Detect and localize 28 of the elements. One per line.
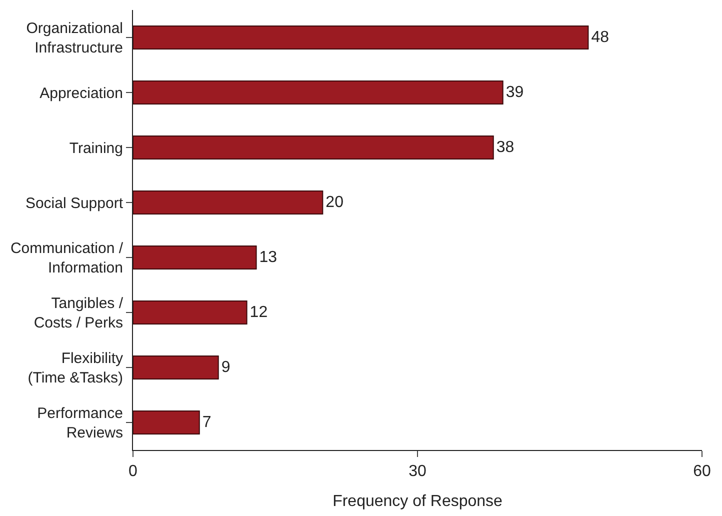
x-tick-label: 60 xyxy=(693,463,711,480)
data-label: 20 xyxy=(326,194,344,211)
data-label: 39 xyxy=(506,84,524,101)
y-tick-label: Appreciation xyxy=(40,84,123,102)
bar xyxy=(133,245,257,270)
bar xyxy=(133,410,200,435)
bar xyxy=(133,25,589,50)
bar xyxy=(133,80,504,105)
bar xyxy=(133,135,494,160)
y-tick-label: Tangibles / Costs / Perks xyxy=(34,295,124,332)
data-label: 38 xyxy=(496,139,514,156)
data-label: 12 xyxy=(250,304,268,321)
x-tick-label: 0 xyxy=(128,463,138,480)
bar xyxy=(133,190,324,215)
bar xyxy=(133,355,219,380)
data-label: 7 xyxy=(202,414,212,431)
y-tick-label: Performance Reviews xyxy=(37,405,123,442)
x-axis-title: Frequency of Response xyxy=(332,492,503,510)
y-tick-label: Flexibility (Time &Tasks) xyxy=(28,350,124,386)
x-tick-label: 30 xyxy=(408,463,426,480)
data-label: 9 xyxy=(221,359,230,376)
y-tick-label: Training xyxy=(69,140,123,157)
bar xyxy=(133,300,248,325)
y-tick-label: Social Support xyxy=(25,194,124,212)
y-tick-label: Organizational Infrastructure xyxy=(26,20,123,56)
y-tick-label: Communication / Information xyxy=(10,240,124,276)
data-label: 48 xyxy=(591,29,610,46)
data-label: 13 xyxy=(259,249,278,266)
